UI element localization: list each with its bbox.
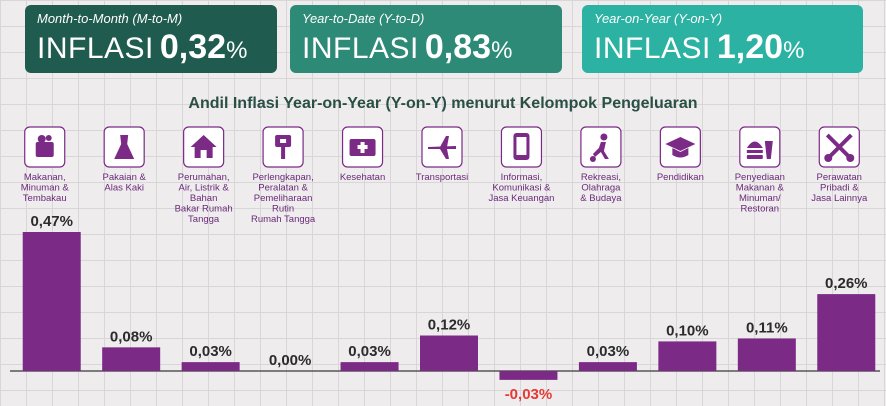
bar bbox=[102, 347, 161, 371]
bar bbox=[578, 362, 637, 371]
bar-value-label: 0,03% bbox=[189, 343, 232, 360]
inflation-card-mtm: Month-to-Month (M-to-M) INFLASI 0,32% bbox=[25, 5, 277, 73]
card-percent: % bbox=[226, 37, 248, 64]
category-label: Makanan & bbox=[736, 183, 785, 194]
category-label: Alas Kaki bbox=[104, 183, 144, 194]
category-label: Olahraga bbox=[581, 183, 621, 194]
plug-icon bbox=[275, 135, 292, 159]
bar-value-label: 0,00% bbox=[269, 352, 312, 369]
smartphone-icon bbox=[513, 133, 530, 160]
bar-value-label: 0,11% bbox=[746, 319, 788, 336]
soccer-player-icon bbox=[589, 133, 609, 162]
category-label: Jasa Keuangan bbox=[488, 193, 554, 204]
category-label: Tembakau bbox=[23, 193, 67, 204]
card-subtitle: Year-to-Date (Y-to-D) bbox=[302, 11, 425, 26]
category-label: Tangga bbox=[188, 214, 220, 225]
inflation-card-ytd: Year-to-Date (Y-to-D) INFLASI 0,83% bbox=[290, 5, 562, 73]
category-label: Penyediaan bbox=[735, 172, 785, 183]
category-label: Peralatan & bbox=[258, 183, 308, 194]
bar-value-label: 0,47% bbox=[30, 213, 73, 230]
category-label: Perlengkapan, bbox=[252, 172, 313, 183]
scissors-comb-icon bbox=[824, 133, 855, 162]
bar-value-label: 0,03% bbox=[587, 343, 630, 360]
card-percent: % bbox=[783, 37, 805, 64]
bar-value-label: 0,10% bbox=[666, 322, 709, 339]
card-subtitle: Year-on-Year (Y-on-Y) bbox=[594, 11, 723, 26]
category-label: Rekreasi, bbox=[581, 172, 621, 183]
bar bbox=[817, 294, 876, 371]
bar bbox=[658, 341, 717, 371]
category-label: Perawatan bbox=[817, 172, 862, 183]
category-label: Transportasi bbox=[416, 172, 468, 183]
bar bbox=[181, 362, 240, 371]
chart-title: Andil Inflasi Year-on-Year (Y-on-Y) menu… bbox=[188, 95, 698, 112]
card-subtitle: Month-to-Month (M-to-M) bbox=[37, 11, 183, 26]
category-label: Pribadi & bbox=[820, 183, 859, 194]
category-label: Pendidikan bbox=[657, 172, 704, 183]
category-label: Bahan bbox=[190, 193, 217, 204]
bar bbox=[340, 362, 399, 371]
card-value: 0,32 bbox=[159, 28, 227, 66]
grocery-bag-icon bbox=[35, 135, 54, 157]
bar-value-label: 0,12% bbox=[428, 317, 471, 334]
house-icon bbox=[190, 135, 217, 158]
card-word: INFLASI bbox=[302, 32, 419, 65]
category-label: Restoran bbox=[741, 204, 780, 215]
bar-value-label: 0,26% bbox=[825, 275, 868, 292]
category-label: Rumah Tangga bbox=[251, 214, 316, 225]
bar bbox=[499, 371, 558, 380]
card-word: INFLASI bbox=[37, 32, 154, 65]
category-label: Pemeliharaan bbox=[254, 193, 313, 204]
burger-drink-icon bbox=[746, 141, 773, 159]
first-aid-kit-icon bbox=[349, 139, 376, 156]
bar-value-label: -0,03% bbox=[505, 386, 553, 403]
bar bbox=[420, 335, 478, 371]
category-label: Bakar Rumah bbox=[175, 204, 233, 215]
category-label: Pakaian & bbox=[103, 172, 147, 183]
dress-icon bbox=[114, 135, 135, 159]
category-label: Kesehatan bbox=[340, 172, 385, 183]
bar bbox=[737, 338, 796, 371]
inflation-card-yoy: Year-on-Year (Y-on-Y) INFLASI 1,20% bbox=[582, 5, 863, 73]
bar bbox=[22, 232, 81, 371]
category-label: & Budaya bbox=[580, 193, 622, 204]
category-label: Air, Listrik & bbox=[179, 183, 230, 194]
category-label: Perumahan, bbox=[178, 172, 230, 183]
card-percent: % bbox=[491, 37, 513, 64]
airplane-icon bbox=[428, 136, 456, 159]
graduation-cap-icon bbox=[665, 137, 696, 158]
category-label: Minuman & bbox=[21, 183, 70, 194]
category-label: Rutin bbox=[272, 204, 294, 215]
bar-value-label: 0,03% bbox=[348, 343, 391, 360]
card-value: 1,20 bbox=[716, 28, 784, 66]
bar-value-label: 0,08% bbox=[110, 328, 153, 345]
category-label: Informasi, bbox=[501, 172, 543, 183]
category-label: Jasa Lainnya bbox=[811, 193, 868, 204]
card-value: 0,83 bbox=[424, 28, 492, 66]
category-label: Komunikasi & bbox=[492, 183, 551, 194]
category-label: Minuman/ bbox=[739, 193, 781, 204]
card-word: INFLASI bbox=[594, 32, 711, 65]
category-label: Makanan, bbox=[24, 172, 66, 183]
